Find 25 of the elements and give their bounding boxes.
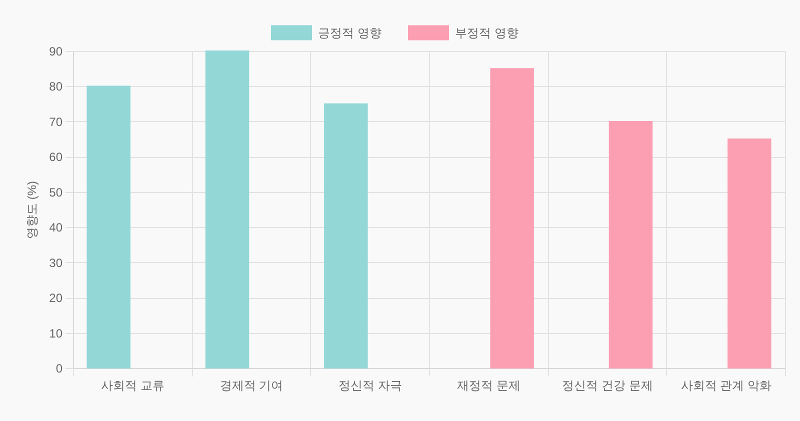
- legend-label: 부정적 영향: [455, 26, 518, 40]
- x-tick-label: 재정적 문제: [457, 378, 521, 392]
- y-tick-label: 30: [49, 256, 63, 270]
- legend-label: 긍정적 영향: [318, 26, 382, 40]
- y-tick-label: 10: [49, 326, 63, 340]
- bar: [490, 68, 534, 368]
- bar: [728, 138, 772, 368]
- x-tick-label: 정신적 자극: [338, 378, 402, 392]
- y-tick-label: 90: [49, 44, 63, 58]
- y-tick-label: 60: [49, 150, 63, 164]
- x-tick-label: 사회적 교류: [101, 378, 165, 392]
- y-axis-title: 영향도 (%): [25, 181, 40, 239]
- x-tick-label: 사회적 관계 악화: [680, 378, 772, 392]
- bar: [324, 103, 368, 368]
- y-tick-label: 70: [49, 114, 63, 129]
- y-tick-label: 40: [49, 220, 63, 235]
- y-tick-label: 20: [49, 291, 63, 306]
- x-tick-label: 경제적 기여: [220, 378, 284, 392]
- bar: [86, 86, 130, 368]
- x-tick-label: 정신적 건강 문제: [562, 378, 653, 392]
- y-tick-label: 80: [49, 80, 63, 94]
- y-tick-label: 0: [56, 362, 63, 376]
- bar: [608, 120, 653, 368]
- bar: [205, 50, 250, 368]
- y-tick-label: 50: [49, 185, 63, 200]
